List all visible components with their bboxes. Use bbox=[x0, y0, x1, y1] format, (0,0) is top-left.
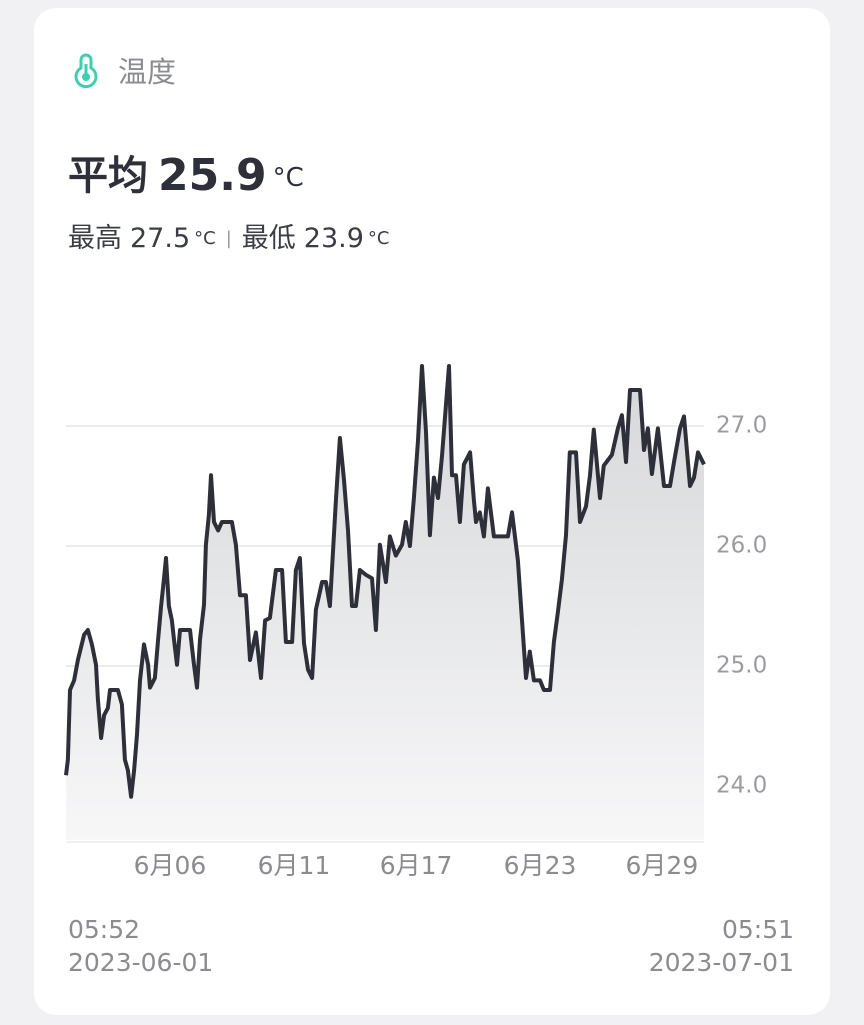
range-line: 最高 27.5 °C | 最低 23.9 °C bbox=[68, 223, 389, 254]
avg-value: 25.9 bbox=[158, 150, 267, 201]
y-tick-label: 26.0 bbox=[716, 533, 767, 559]
end-date: 2023-07-01 bbox=[649, 948, 794, 977]
min-value: 23.9 bbox=[304, 223, 364, 254]
end-time: 05:51 bbox=[722, 915, 794, 944]
x-tick-label: 6月29 bbox=[626, 851, 699, 880]
start-time: 05:52 bbox=[68, 915, 140, 944]
max-value: 27.5 bbox=[130, 223, 190, 254]
y-tick-label: 25.0 bbox=[716, 653, 767, 679]
card-title: 温度 bbox=[118, 55, 176, 89]
thermometer-icon bbox=[74, 53, 98, 89]
unit: °C bbox=[194, 228, 216, 249]
min-label: 最低 bbox=[242, 223, 296, 254]
max-label: 最高 bbox=[68, 223, 122, 254]
unit: °C bbox=[368, 228, 390, 249]
separator: | bbox=[226, 228, 232, 249]
chart: 24.0 25.0 26.0 27.0 6月06 6月11 6月17 6月23 6月29 bbox=[64, 364, 767, 880]
avg-label: 平均 bbox=[68, 153, 148, 199]
line bbox=[64, 364, 706, 799]
unit: °C bbox=[273, 163, 304, 193]
summary-line: 平均 25.9 °C bbox=[68, 150, 304, 201]
start-date: 2023-06-01 bbox=[68, 948, 213, 977]
y-tick-label: 24.0 bbox=[716, 773, 767, 799]
area-fill bbox=[66, 366, 704, 840]
y-tick-label: 27.0 bbox=[716, 413, 767, 439]
x-tick-label: 6月11 bbox=[258, 851, 331, 880]
x-tick-label: 6月23 bbox=[504, 851, 577, 880]
x-tick-label: 6月06 bbox=[134, 851, 207, 880]
x-tick-label: 6月17 bbox=[380, 851, 453, 880]
